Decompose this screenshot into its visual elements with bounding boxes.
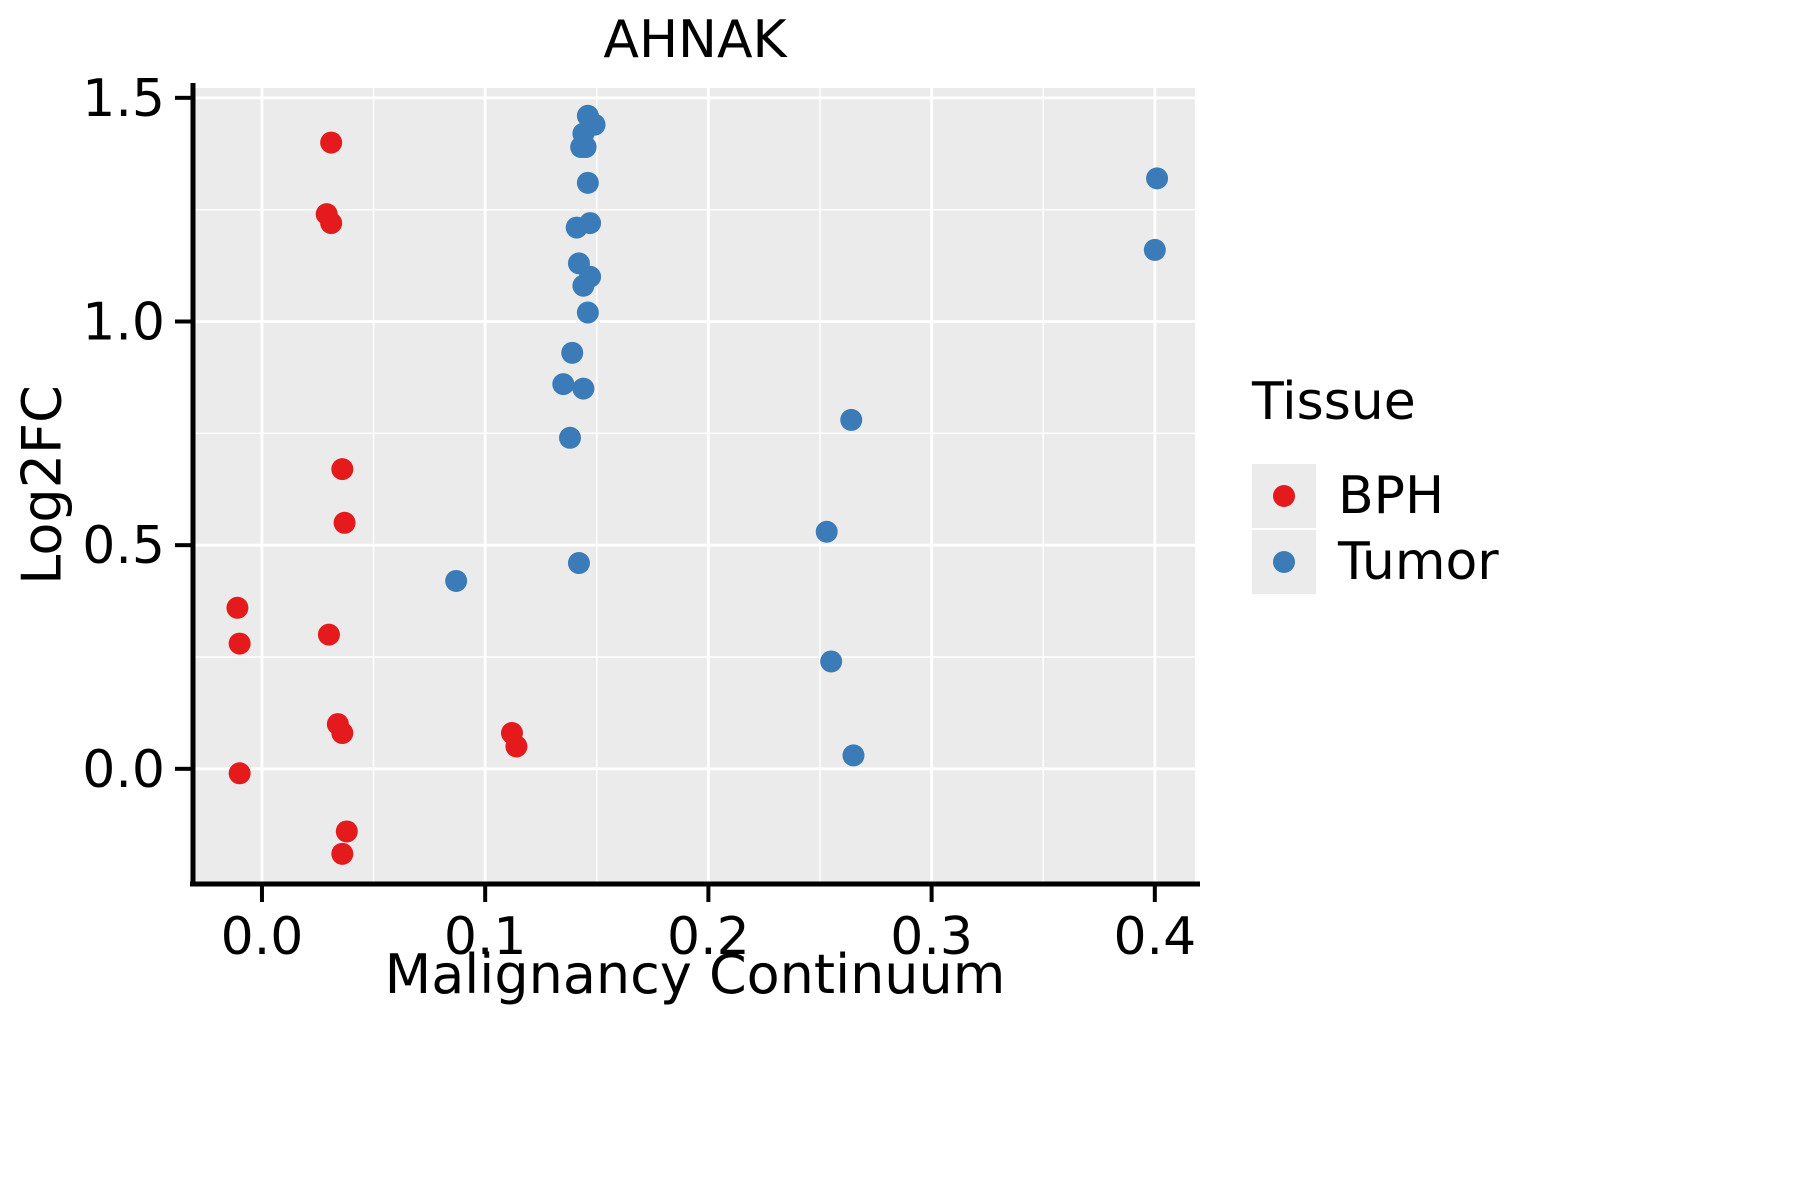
point-tumor bbox=[815, 520, 838, 543]
legend-key bbox=[1252, 530, 1316, 594]
point-bph bbox=[228, 632, 251, 655]
legend-label: Tumor bbox=[1338, 532, 1499, 592]
point-bph bbox=[228, 762, 251, 785]
legend: Tissue BPH Tumor bbox=[1252, 372, 1499, 596]
x-tick-label: 0.3 bbox=[890, 907, 973, 967]
point-bph bbox=[320, 212, 343, 235]
point-bph bbox=[226, 596, 249, 619]
chart-title: AHNAK bbox=[603, 10, 787, 70]
point-tumor bbox=[840, 408, 863, 431]
point-tumor bbox=[1146, 167, 1169, 190]
point-tumor bbox=[552, 373, 575, 396]
legend-label: BPH bbox=[1338, 466, 1445, 526]
point-bph bbox=[505, 735, 528, 758]
y-tick-label: 0.5 bbox=[82, 516, 165, 576]
plot-panel bbox=[195, 88, 1195, 882]
legend-dot-icon bbox=[1273, 551, 1295, 573]
point-tumor bbox=[1143, 238, 1166, 261]
point-tumor bbox=[576, 171, 599, 194]
legend-item-bph: BPH bbox=[1252, 464, 1499, 528]
legend-dot-icon bbox=[1273, 485, 1295, 507]
point-tumor bbox=[445, 569, 468, 592]
point-bph bbox=[331, 722, 354, 745]
point-bph bbox=[335, 820, 358, 843]
point-bph bbox=[317, 623, 340, 646]
y-tick-label: 0.0 bbox=[82, 740, 165, 800]
y-tick-label: 1.5 bbox=[82, 69, 165, 129]
point-tumor bbox=[842, 744, 865, 767]
x-tick-label: 0.4 bbox=[1113, 907, 1196, 967]
point-bph bbox=[333, 511, 356, 534]
y-axis-label: Log2FC bbox=[10, 385, 74, 585]
point-tumor bbox=[572, 274, 595, 297]
point-tumor bbox=[574, 136, 597, 159]
legend-items: BPH Tumor bbox=[1252, 464, 1499, 594]
legend-title: Tissue bbox=[1252, 372, 1416, 432]
point-tumor bbox=[576, 301, 599, 324]
legend-item-tumor: Tumor bbox=[1252, 530, 1499, 594]
point-tumor bbox=[567, 552, 590, 575]
x-tick-label: 0.2 bbox=[667, 907, 750, 967]
x-tick-label: 0.1 bbox=[444, 907, 527, 967]
y-tick-label: 1.0 bbox=[82, 293, 165, 353]
x-axis-label: Malignancy Continuum bbox=[384, 943, 1006, 1006]
point-tumor bbox=[820, 650, 843, 673]
point-tumor bbox=[559, 426, 581, 449]
x-tick-label: 0.0 bbox=[221, 907, 304, 967]
point-bph bbox=[331, 842, 354, 865]
point-tumor bbox=[565, 216, 588, 239]
point-bph bbox=[331, 458, 354, 481]
legend-key bbox=[1252, 464, 1316, 528]
point-bph bbox=[320, 131, 343, 154]
point-tumor bbox=[561, 341, 584, 364]
point-tumor bbox=[572, 377, 595, 400]
